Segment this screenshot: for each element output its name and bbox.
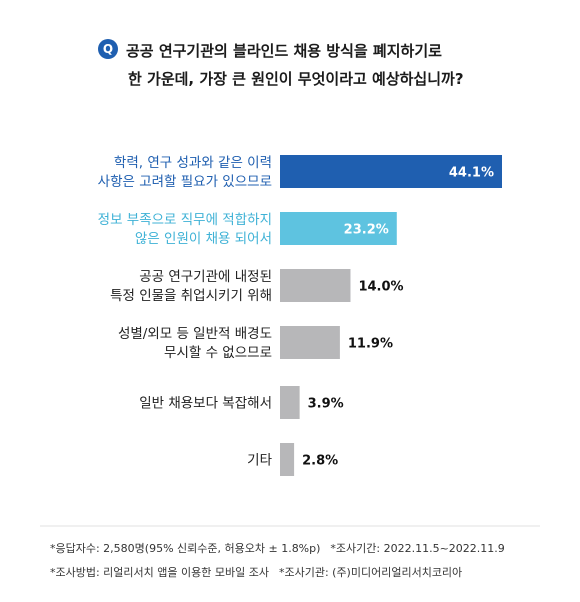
bar-1 xyxy=(280,212,397,245)
value-label-5: 2.8% xyxy=(302,454,338,469)
category-label-0-1: 사항은 고려할 필요가 있으므로 xyxy=(98,174,272,190)
footer-agency: *조사기관: (주)미디어리얼리서치코리아 xyxy=(278,566,463,579)
category-label-2-0: 공공 연구기관에 내정된 xyxy=(139,269,272,285)
value-label-3: 11.9% xyxy=(348,337,393,352)
category-label-2-1: 특정 인물을 취업시키기 위해 xyxy=(110,288,272,304)
category-label-1-1: 않은 인원이 채용 되어서 xyxy=(135,231,272,247)
bar-2 xyxy=(280,269,351,302)
value-label-4: 3.9% xyxy=(308,397,344,412)
footer-respondents: *응답자수: 2,580명(95% 신뢰수준, 허용오차 ± 1.8%p) xyxy=(50,542,321,555)
bar-3 xyxy=(280,326,340,359)
footer-line-2: *조사방법: 리얼리서치 앱을 이용한 모바일 조사 *조사기관: (주)미디어리… xyxy=(50,564,462,580)
category-label-5-0: 기타 xyxy=(247,453,272,469)
category-label-3-1: 무시할 수 없으므로 xyxy=(164,345,272,361)
category-label-4-0: 일반 채용보다 복잡해서 xyxy=(139,396,272,412)
value-label-0: 44.1% xyxy=(449,166,494,181)
bar-5 xyxy=(280,443,295,476)
question-line-2: 한 가운데, 가장 큰 원인이 무엇이라고 예상하십니까? xyxy=(128,70,464,88)
category-label-1-0: 정보 부족으로 직무에 적합하지 xyxy=(98,212,272,228)
category-label-3-0: 성별/외모 등 일반적 배경도 xyxy=(118,326,272,342)
value-label-1: 23.2% xyxy=(344,223,389,238)
footer-method: *조사방법: 리얼리서치 앱을 이용한 모바일 조사 xyxy=(50,566,269,579)
footer-period: *조사기간: 2022.11.5~2022.11.9 xyxy=(330,542,505,555)
question-line-1: 공공 연구기관의 블라인드 채용 방식을 폐지하기로 xyxy=(126,42,442,60)
question-badge: Q xyxy=(98,39,118,59)
bar-0 xyxy=(280,155,502,188)
category-label-0-0: 학력, 연구 성과와 같은 이력 xyxy=(114,155,272,171)
value-label-2: 14.0% xyxy=(358,280,403,295)
footer-line-1: *응답자수: 2,580명(95% 신뢰수준, 허용오차 ± 1.8%p) *조사… xyxy=(50,540,505,556)
bar-4 xyxy=(280,386,300,419)
